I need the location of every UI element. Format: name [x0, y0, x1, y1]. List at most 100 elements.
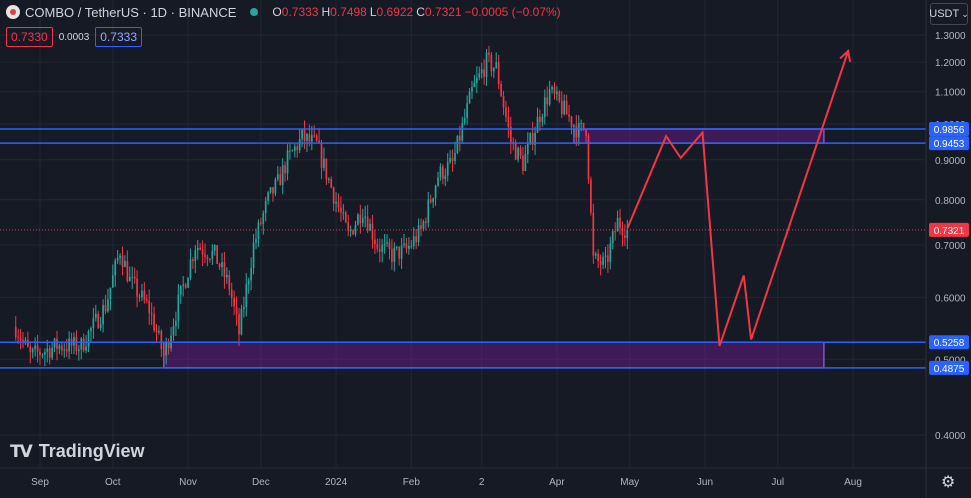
candle-body [529, 133, 532, 143]
candle-body [82, 338, 85, 351]
y-tick-label: 0.4000 [935, 431, 966, 442]
candle-body [184, 284, 187, 288]
buy-price-button[interactable]: 0.7333 [95, 27, 142, 47]
candle-body [199, 247, 202, 250]
candle-body [354, 224, 357, 235]
candle-body [444, 175, 447, 180]
candle-body [291, 150, 294, 152]
currency-selector[interactable]: USDT ⌄ [929, 3, 969, 25]
candle-body [575, 125, 578, 138]
candle-body [148, 300, 151, 313]
candle-body [609, 243, 612, 262]
candle-body [31, 348, 34, 353]
candle-body [400, 245, 403, 259]
candle-body [560, 101, 563, 115]
tradingview-wordmark: TradingView [38, 441, 145, 461]
candle-body [36, 345, 39, 352]
candle-body [90, 328, 92, 332]
candle-body [614, 231, 617, 233]
candle-body [281, 165, 284, 186]
candle-body [119, 255, 121, 258]
candle-body [330, 179, 333, 188]
y-tick-label: 0.8000 [935, 196, 966, 207]
price-label-badge [929, 121, 969, 136]
candle-body [250, 267, 252, 281]
candle-body [473, 82, 476, 87]
candle-body [478, 73, 481, 78]
candle-body [556, 91, 558, 95]
candle-body [17, 337, 20, 339]
candle-body [607, 255, 609, 262]
ohlc-low: L0.6922 [369, 5, 414, 19]
candle-body [565, 100, 568, 115]
candle-body [466, 103, 468, 118]
x-tick-label: Feb [403, 477, 421, 488]
candle-body [536, 116, 539, 133]
candle-body [14, 326, 17, 338]
candle-body [485, 52, 488, 77]
candle-body [104, 305, 107, 312]
x-tick-label: Dec [252, 477, 270, 488]
candle-body [551, 87, 553, 90]
candle-body [626, 229, 629, 238]
candle-body [252, 242, 255, 268]
candle-body [524, 153, 527, 171]
candle-body [580, 122, 583, 124]
candle-body [247, 280, 250, 285]
candle-body [403, 243, 405, 246]
candle-body [558, 91, 561, 102]
candle-body [22, 340, 24, 342]
candle-body [342, 212, 345, 214]
candle-body [276, 174, 279, 180]
gear-icon[interactable]: ⚙ [941, 474, 956, 491]
symbol-title[interactable]: COMBO / TetherUS · 1D · BINANCE [25, 4, 237, 20]
x-tick-label: Sep [31, 477, 49, 488]
candle-body [325, 158, 328, 180]
candle-body [386, 242, 388, 244]
candle-body [531, 133, 534, 145]
candle-body [145, 299, 148, 301]
candle-body [19, 337, 22, 341]
horizontal-levels [0, 128, 926, 369]
candle-body [369, 223, 371, 231]
candle-body [75, 337, 78, 352]
candle-body [158, 331, 160, 333]
candle-body [73, 337, 75, 346]
candle-body [85, 346, 87, 351]
candle-body [48, 348, 51, 358]
price-change: −0.0005 (−0.07%) [464, 5, 561, 19]
sell-price-button[interactable]: 0.7330 [6, 27, 53, 47]
candle-body [427, 199, 430, 223]
candle-body [114, 260, 117, 276]
candle-body [417, 225, 420, 243]
candle-body [143, 290, 146, 300]
candle-body [94, 313, 97, 319]
candle-body [243, 307, 245, 309]
candle-body [179, 285, 182, 295]
candle-body [264, 200, 267, 214]
symbol-header[interactable]: COMBO / TetherUS · 1D · BINANCE O0.7333 … [6, 4, 564, 20]
tradingview-logo[interactable]: 𝗧𝗩 TradingView [10, 441, 144, 462]
candle-body [269, 187, 272, 193]
candle-body [124, 261, 126, 267]
price-label-badge [929, 222, 969, 237]
candle-body [604, 255, 607, 257]
candle-body [546, 97, 549, 105]
candle-body [378, 248, 381, 252]
y-tick-label: 0.6000 [935, 293, 966, 304]
candle-body [594, 253, 597, 256]
candle-body [429, 199, 432, 203]
candle-body [412, 236, 415, 246]
candle-body [313, 135, 316, 137]
candle-body [126, 261, 129, 282]
candle-body [446, 162, 449, 176]
combo-logo-icon [6, 5, 20, 19]
candle-body [53, 338, 56, 348]
candle-body [218, 263, 221, 268]
candle-body [381, 244, 384, 252]
x-tick-label: Jun [697, 477, 713, 488]
candle-body [471, 86, 473, 92]
time-axis: Sep Oct Nov Dec 2024 Feb 2 Apr May Jun Jul Aug [0, 467, 971, 488]
candle-body [301, 129, 303, 139]
